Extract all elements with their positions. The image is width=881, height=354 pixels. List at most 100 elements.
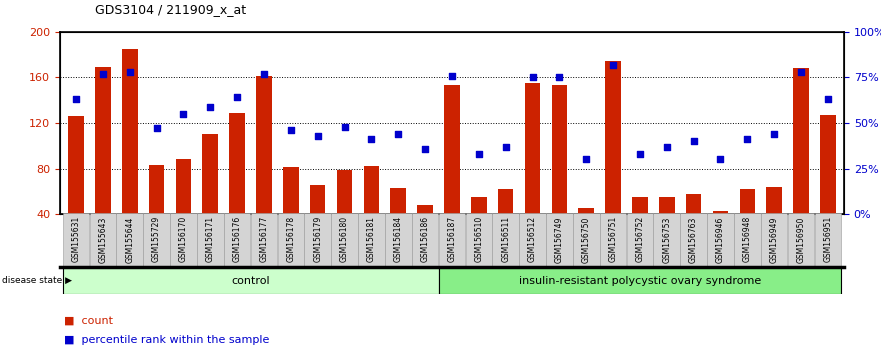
Text: disease state ▶: disease state ▶ bbox=[2, 276, 71, 285]
Text: GSM156951: GSM156951 bbox=[824, 216, 833, 262]
Bar bbox=[659, 197, 675, 214]
FancyBboxPatch shape bbox=[492, 213, 519, 266]
FancyBboxPatch shape bbox=[546, 213, 573, 266]
Point bbox=[633, 151, 647, 157]
Point bbox=[69, 97, 83, 102]
FancyBboxPatch shape bbox=[278, 213, 304, 266]
Text: GSM155643: GSM155643 bbox=[99, 216, 107, 263]
Point bbox=[471, 151, 485, 157]
Point bbox=[767, 131, 781, 137]
Text: GSM156511: GSM156511 bbox=[501, 216, 510, 262]
Text: GSM156749: GSM156749 bbox=[555, 216, 564, 263]
FancyBboxPatch shape bbox=[63, 267, 439, 294]
FancyBboxPatch shape bbox=[707, 213, 734, 266]
Bar bbox=[633, 197, 648, 214]
Text: GSM156171: GSM156171 bbox=[206, 216, 215, 262]
Bar bbox=[256, 76, 271, 214]
FancyBboxPatch shape bbox=[600, 213, 626, 266]
FancyBboxPatch shape bbox=[224, 213, 250, 266]
Bar bbox=[364, 166, 379, 214]
Text: GSM156187: GSM156187 bbox=[448, 216, 456, 262]
Text: ■  percentile rank within the sample: ■ percentile rank within the sample bbox=[64, 335, 270, 345]
Bar bbox=[337, 170, 352, 214]
Bar bbox=[713, 211, 729, 214]
Text: GSM156948: GSM156948 bbox=[743, 216, 751, 262]
Point bbox=[150, 126, 164, 131]
Bar bbox=[498, 189, 514, 214]
Point bbox=[418, 146, 433, 152]
Text: GSM156752: GSM156752 bbox=[635, 216, 644, 262]
FancyBboxPatch shape bbox=[788, 213, 814, 266]
Text: GSM156512: GSM156512 bbox=[528, 216, 537, 262]
Point bbox=[525, 75, 539, 80]
Text: ■  count: ■ count bbox=[64, 315, 114, 325]
Bar bbox=[793, 68, 809, 214]
Text: GSM156753: GSM156753 bbox=[663, 216, 671, 263]
FancyBboxPatch shape bbox=[144, 213, 170, 266]
Bar bbox=[471, 197, 486, 214]
FancyBboxPatch shape bbox=[761, 213, 788, 266]
FancyBboxPatch shape bbox=[573, 213, 599, 266]
Point bbox=[284, 127, 298, 133]
Bar bbox=[766, 187, 782, 214]
Point bbox=[445, 73, 459, 79]
FancyBboxPatch shape bbox=[116, 213, 143, 266]
Bar bbox=[739, 189, 755, 214]
Point bbox=[686, 138, 700, 144]
Bar bbox=[820, 115, 836, 214]
FancyBboxPatch shape bbox=[251, 213, 278, 266]
Text: GSM156946: GSM156946 bbox=[716, 216, 725, 263]
Point bbox=[96, 71, 110, 76]
Bar bbox=[579, 209, 594, 214]
FancyBboxPatch shape bbox=[411, 213, 439, 266]
Bar bbox=[552, 85, 567, 214]
Text: GSM156178: GSM156178 bbox=[286, 216, 295, 262]
Text: GSM156510: GSM156510 bbox=[474, 216, 484, 262]
Text: GSM156184: GSM156184 bbox=[394, 216, 403, 262]
FancyBboxPatch shape bbox=[90, 213, 116, 266]
Bar bbox=[149, 165, 165, 214]
Point bbox=[821, 97, 835, 102]
Point bbox=[606, 62, 620, 68]
Text: GSM155644: GSM155644 bbox=[125, 216, 134, 263]
Point bbox=[204, 104, 218, 109]
Point bbox=[337, 124, 352, 130]
Bar bbox=[685, 194, 701, 214]
Text: GSM155729: GSM155729 bbox=[152, 216, 161, 262]
Text: GSM156170: GSM156170 bbox=[179, 216, 188, 262]
FancyBboxPatch shape bbox=[439, 267, 841, 294]
Point bbox=[230, 95, 244, 100]
Text: GSM155631: GSM155631 bbox=[71, 216, 80, 262]
Bar bbox=[122, 49, 137, 214]
FancyBboxPatch shape bbox=[654, 213, 680, 266]
FancyBboxPatch shape bbox=[815, 213, 841, 266]
Bar bbox=[418, 205, 433, 214]
Point bbox=[740, 137, 754, 142]
Bar bbox=[229, 113, 245, 214]
Point bbox=[714, 156, 728, 162]
FancyBboxPatch shape bbox=[465, 213, 492, 266]
Bar bbox=[95, 67, 111, 214]
Bar bbox=[68, 116, 84, 214]
FancyBboxPatch shape bbox=[680, 213, 707, 266]
Bar bbox=[175, 159, 191, 214]
FancyBboxPatch shape bbox=[439, 213, 465, 266]
Text: GSM156763: GSM156763 bbox=[689, 216, 698, 263]
FancyBboxPatch shape bbox=[197, 213, 224, 266]
Bar bbox=[605, 62, 621, 214]
Point bbox=[579, 156, 593, 162]
Bar bbox=[283, 167, 299, 214]
Point bbox=[311, 133, 325, 139]
FancyBboxPatch shape bbox=[170, 213, 196, 266]
FancyBboxPatch shape bbox=[331, 213, 358, 266]
Text: insulin-resistant polycystic ovary syndrome: insulin-resistant polycystic ovary syndr… bbox=[519, 275, 761, 286]
Point bbox=[365, 137, 379, 142]
Text: GSM156177: GSM156177 bbox=[260, 216, 269, 262]
Point bbox=[660, 144, 674, 149]
Point bbox=[552, 75, 566, 80]
Point bbox=[499, 144, 513, 149]
Bar bbox=[390, 188, 406, 214]
Bar bbox=[525, 83, 540, 214]
FancyBboxPatch shape bbox=[305, 213, 331, 266]
Point bbox=[176, 111, 190, 117]
